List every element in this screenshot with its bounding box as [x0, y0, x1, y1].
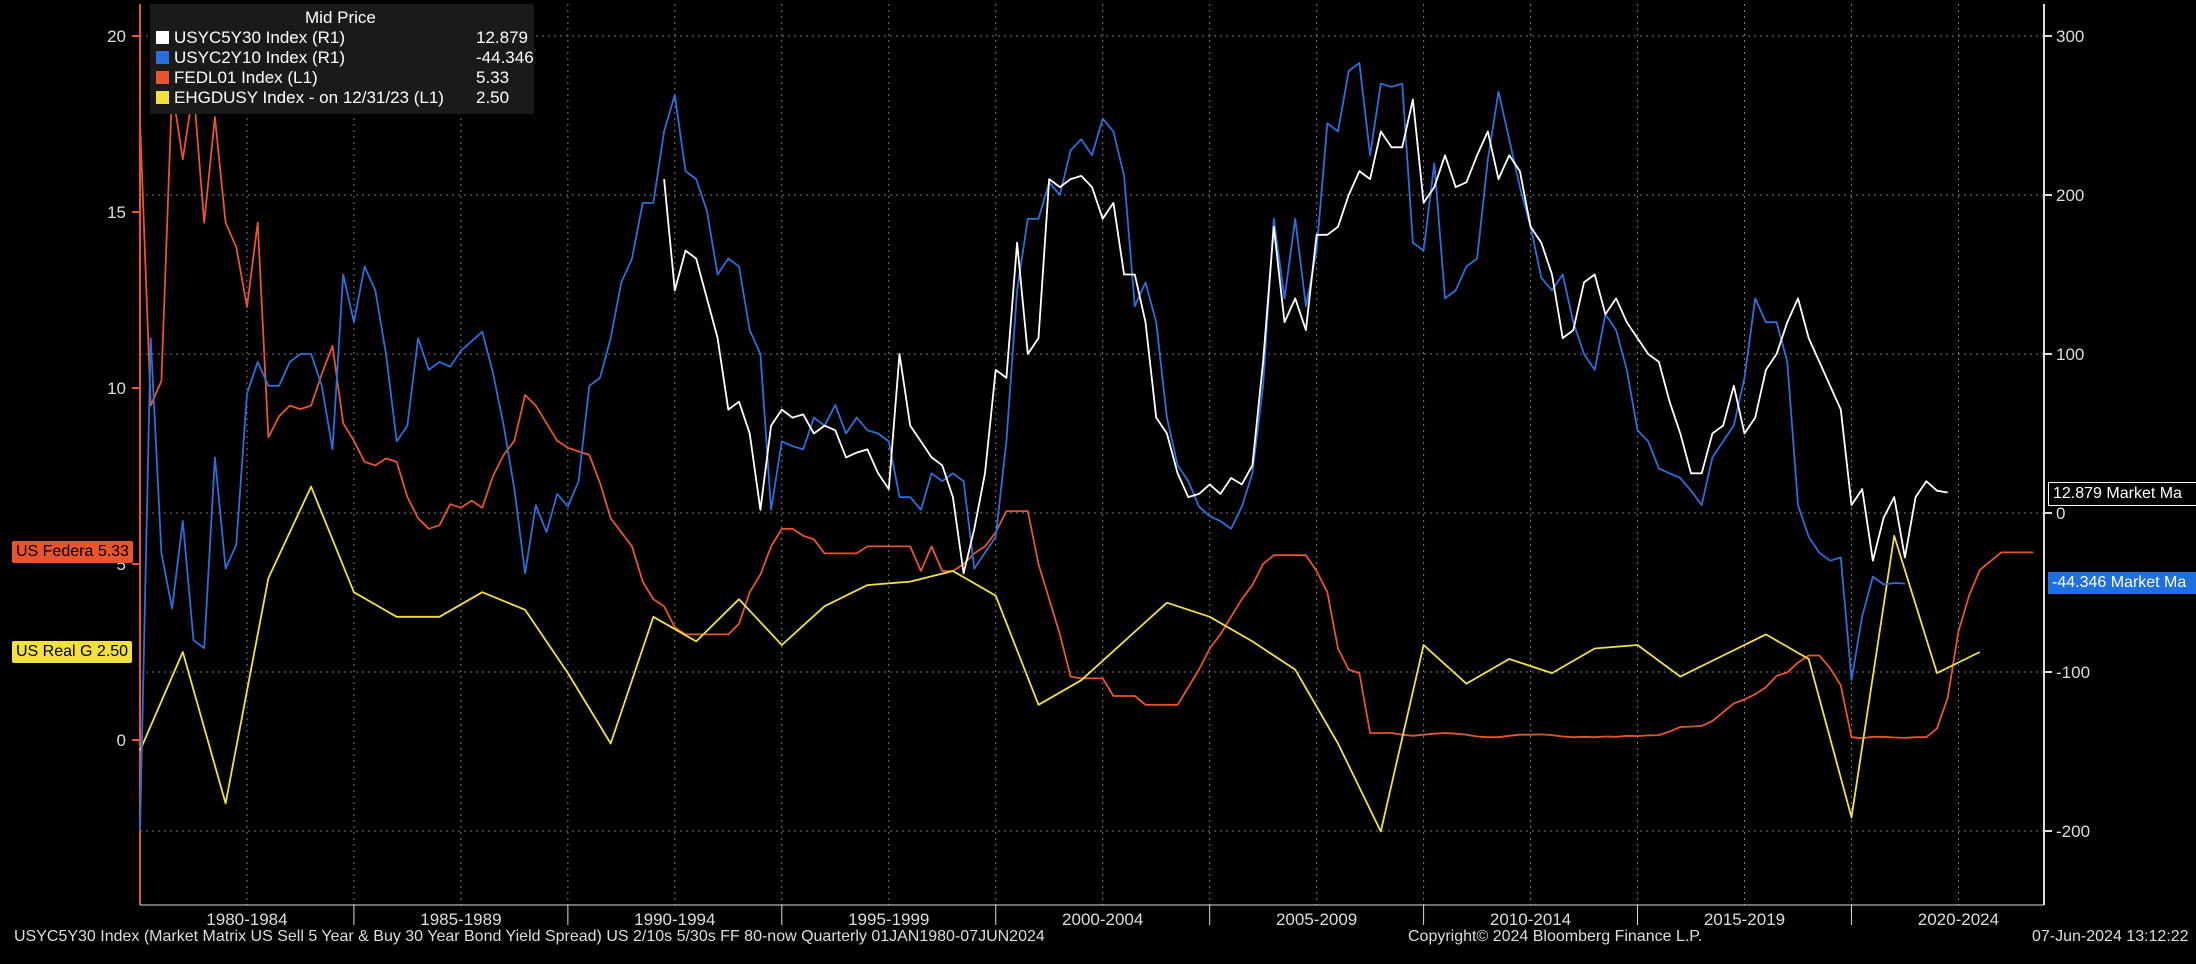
right-axis-tick-label: 0 — [2056, 504, 2065, 523]
footer-copyright: Copyright© 2024 Bloomberg Finance L.P. — [1408, 928, 1703, 945]
left-axis-tick-label: 0 — [117, 731, 126, 750]
legend: Mid Price USYC5Y30 Index (R1) 12.879 USY… — [150, 4, 534, 114]
series-line-fedl01-index — [139, 87, 2034, 740]
series-line-usyc5y30-index — [663, 98, 1948, 575]
right-axis-tick-label: 300 — [2056, 27, 2084, 46]
series-line-ehgdusy-index — [139, 485, 1981, 833]
x-axis-tick-label: 2000-2004 — [1062, 910, 1143, 929]
legend-label: FEDL01 Index (L1) — [174, 68, 318, 87]
right-axis-tick-label: 100 — [2056, 345, 2084, 364]
legend-label: USYC2Y10 Index (R1) — [174, 48, 346, 67]
left-axis-tick-label: 5 — [117, 555, 126, 574]
series-lines — [139, 62, 2034, 833]
legend-swatch — [156, 51, 169, 64]
usyc5y30-last-marker: 12.879 Market Ma — [2048, 482, 2196, 506]
legend-swatch — [156, 71, 169, 84]
legend-value: 5.33 — [476, 68, 510, 87]
legend-value: -44.346 — [476, 48, 534, 67]
gridlines — [140, 4, 2044, 905]
usyc2y10-last-marker: -44.346 Market Ma — [2048, 572, 2196, 594]
legend-label: EHGDUSY Index - on 12/31/23 (L1) — [174, 88, 444, 107]
footer-timestamp: 07-Jun-2024 13:12:22 — [2032, 928, 2189, 945]
x-axis-tick-label: 1985-1989 — [420, 910, 501, 929]
left-axis-tick-label: 20 — [107, 27, 126, 46]
axes: 0 5 10 15 20 -200 -100 0 100 200 300 1980-1984 1985-… — [107, 4, 2090, 929]
legend-item-fedl01: FEDL01 Index (L1) 5.33 — [156, 68, 509, 88]
right-axis-tick-label: 200 — [2056, 186, 2084, 205]
fed-funds-last-marker: US Federa 5.33 — [12, 541, 133, 563]
legend-item-usyc5y30: USYC5Y30 Index (R1) 12.879 — [156, 28, 528, 48]
x-axis-tick-label: 2020-2024 — [1918, 910, 1999, 929]
legend-value: 2.50 — [476, 88, 510, 107]
footer-description: USYC5Y30 Index (Market Matrix US Sell 5 … — [14, 928, 1045, 945]
legend-swatch — [156, 91, 169, 104]
right-axis-tick-label: -200 — [2056, 822, 2090, 841]
series-line-usyc2y10-index — [139, 62, 1905, 832]
x-axis-tick-label: 2010-2014 — [1490, 910, 1571, 929]
x-axis-tick-label: 1995-1999 — [848, 910, 929, 929]
left-axis-tick-label: 10 — [107, 379, 126, 398]
x-axis-tick-label: 1980-1984 — [206, 910, 287, 929]
legend-item-ehgdusy: EHGDUSY Index - on 12/31/23 (L1) 2.50 — [156, 88, 509, 108]
legend-value: 12.879 — [476, 28, 528, 47]
real-gdp-last-marker: US Real G 2.50 — [12, 641, 133, 663]
legend-label: USYC5Y30 Index (R1) — [174, 28, 346, 47]
right-axis-tick-label: -100 — [2056, 663, 2090, 682]
legend-header: Mid Price — [305, 8, 376, 27]
x-axis-tick-label: 1990-1994 — [634, 910, 715, 929]
legend-item-usyc2y10: USYC2Y10 Index (R1) -44.346 — [156, 48, 534, 68]
left-axis-tick-label: 15 — [107, 203, 126, 222]
x-axis-tick-label: 2005-2009 — [1276, 910, 1357, 929]
legend-swatch — [156, 31, 169, 44]
x-axis-tick-label: 2015-2019 — [1704, 910, 1785, 929]
